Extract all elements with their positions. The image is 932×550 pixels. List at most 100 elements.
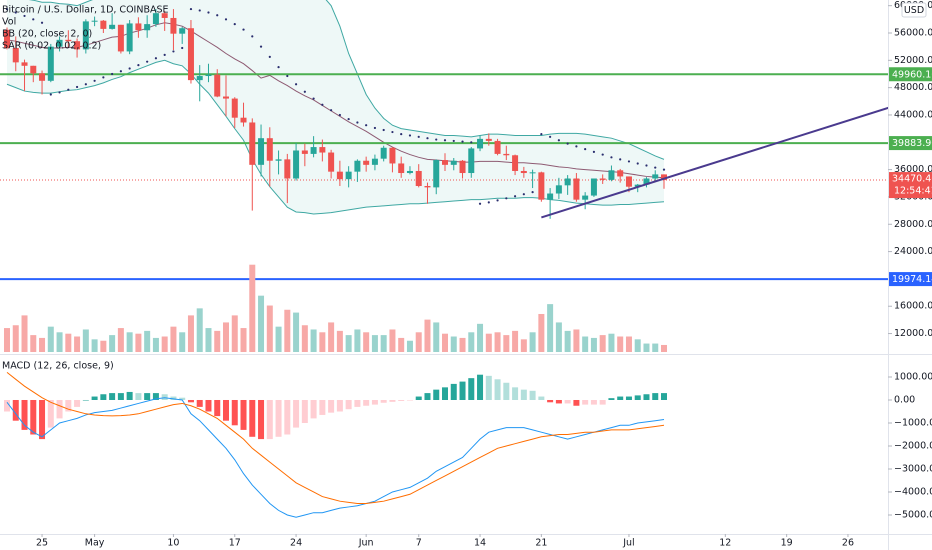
volume-bar bbox=[503, 335, 510, 352]
histogram-bar bbox=[187, 399, 194, 403]
volume-bar bbox=[345, 335, 352, 352]
macd-title: MACD (12, 26, close, 9) bbox=[2, 361, 114, 372]
histogram-bar bbox=[573, 399, 580, 406]
volume-bar bbox=[512, 330, 519, 352]
sar-dot bbox=[163, 53, 166, 56]
histogram-bar bbox=[643, 394, 650, 400]
y-tick-label: 12000.00 bbox=[894, 328, 932, 339]
candle-body bbox=[161, 13, 168, 18]
histogram-bar bbox=[345, 399, 352, 410]
sar-dot bbox=[478, 202, 482, 205]
histogram-bar bbox=[74, 399, 81, 407]
histogram-bar bbox=[406, 399, 413, 401]
histogram-bar bbox=[65, 399, 72, 412]
y-tick-label: 48000.00 bbox=[894, 82, 932, 93]
candle-body bbox=[424, 186, 431, 188]
candle-body bbox=[328, 152, 335, 172]
volume-bar bbox=[328, 322, 335, 352]
candle-body bbox=[433, 160, 440, 188]
candle-body bbox=[485, 138, 492, 141]
histogram-bar bbox=[56, 399, 63, 419]
histogram-bar bbox=[179, 397, 186, 400]
volume-bar bbox=[652, 343, 659, 352]
sar-dot bbox=[303, 90, 306, 93]
volume-bar bbox=[538, 313, 545, 352]
sar-dot bbox=[233, 23, 236, 26]
candle-body bbox=[301, 150, 308, 154]
candle-body bbox=[30, 65, 37, 74]
bb-fill bbox=[7, 0, 664, 215]
x-tick-label: May bbox=[85, 538, 105, 549]
candle-body bbox=[564, 178, 571, 186]
histogram-bar bbox=[380, 399, 387, 403]
sar-dot bbox=[461, 140, 464, 143]
y-tick-label: 16000.00 bbox=[894, 301, 932, 312]
y-tick-label: 52000.00 bbox=[894, 55, 932, 66]
volume-bar bbox=[109, 335, 116, 352]
candle-body bbox=[389, 147, 396, 164]
volume-bar bbox=[371, 335, 378, 352]
volume-bar bbox=[564, 330, 571, 352]
volume-bar bbox=[91, 339, 98, 352]
volume-bar bbox=[196, 308, 203, 352]
histogram-bar bbox=[389, 399, 396, 402]
sar-dot bbox=[338, 113, 341, 117]
candle-body bbox=[398, 163, 405, 174]
volume-bar bbox=[205, 328, 212, 352]
sar-dot bbox=[636, 162, 639, 165]
volume-bar bbox=[82, 329, 89, 352]
histogram-bar bbox=[196, 399, 203, 407]
volume-bar bbox=[301, 325, 308, 352]
candle-body bbox=[652, 174, 659, 179]
x-tick-label: 24 bbox=[290, 538, 302, 549]
volume-bar bbox=[547, 304, 554, 352]
sar-dot bbox=[23, 14, 26, 18]
candle-body bbox=[336, 171, 343, 180]
volume-bar bbox=[363, 332, 370, 352]
currency-box[interactable] bbox=[901, 2, 927, 18]
sar-dot bbox=[84, 83, 87, 86]
volume-bar bbox=[12, 325, 19, 352]
candle-body bbox=[91, 20, 98, 22]
volume-bar bbox=[117, 328, 124, 352]
histogram-bar bbox=[442, 387, 448, 400]
volume-bar bbox=[258, 295, 265, 352]
histogram-bar bbox=[39, 399, 46, 440]
volume-bar bbox=[56, 332, 63, 352]
histogram-bar bbox=[100, 394, 107, 400]
sar-dot bbox=[75, 85, 79, 89]
sar-dot bbox=[321, 103, 324, 106]
volume-bar bbox=[47, 326, 54, 352]
candle-body bbox=[39, 73, 46, 81]
candle-body bbox=[538, 172, 545, 200]
histogram-bar bbox=[47, 399, 54, 428]
signal-line bbox=[6, 372, 665, 504]
sar-dot bbox=[557, 139, 560, 142]
sar-dot bbox=[662, 168, 666, 171]
x-tick-label: 7 bbox=[416, 538, 422, 549]
histogram-bar bbox=[608, 398, 615, 400]
sar-dot bbox=[93, 79, 96, 82]
histogram-bar bbox=[126, 391, 133, 400]
sar-dot bbox=[531, 191, 534, 194]
candle-body bbox=[284, 159, 291, 179]
histogram-bar bbox=[512, 387, 519, 400]
volume-bar bbox=[135, 333, 142, 352]
candle-body bbox=[126, 23, 133, 52]
macd-line bbox=[6, 397, 665, 518]
legend-texts: Bitcoin / U.S. Dollar, 1D, COINBASE Vol … bbox=[2, 2, 927, 372]
histogram-bar bbox=[240, 399, 247, 430]
candle-body bbox=[4, 29, 10, 49]
histogram-bar bbox=[617, 396, 624, 400]
sar-dot bbox=[119, 70, 122, 73]
candle-body bbox=[100, 20, 107, 29]
candle-body bbox=[555, 185, 562, 194]
histogram-bar bbox=[152, 393, 159, 400]
currency-label: USD bbox=[904, 5, 924, 16]
histogram-bar bbox=[4, 399, 10, 412]
candle-body bbox=[363, 160, 370, 165]
sar-dot bbox=[627, 160, 631, 163]
histogram-bar bbox=[555, 399, 562, 404]
volume-bar bbox=[450, 336, 457, 352]
